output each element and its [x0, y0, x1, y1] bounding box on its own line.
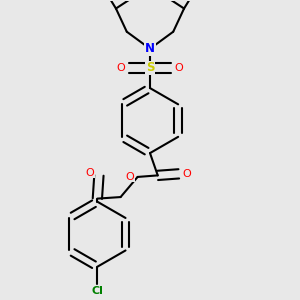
Text: S: S	[146, 61, 154, 74]
Text: O: O	[125, 172, 134, 182]
Text: O: O	[117, 63, 126, 73]
Text: O: O	[86, 168, 94, 178]
Text: O: O	[182, 169, 191, 179]
Text: N: N	[145, 42, 155, 55]
Text: O: O	[174, 63, 183, 73]
Text: Cl: Cl	[92, 286, 103, 296]
